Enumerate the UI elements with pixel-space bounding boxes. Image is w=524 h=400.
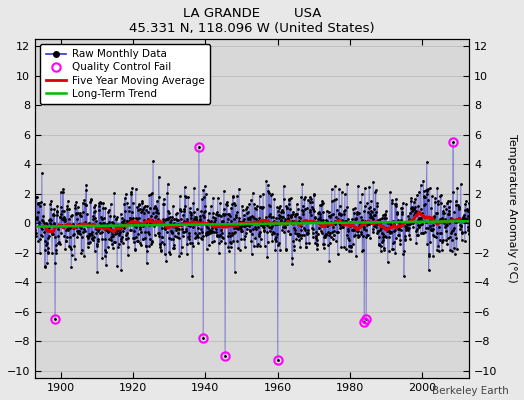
Y-axis label: Temperature Anomaly (°C): Temperature Anomaly (°C) (507, 134, 517, 283)
Legend: Raw Monthly Data, Quality Control Fail, Five Year Moving Average, Long-Term Tren: Raw Monthly Data, Quality Control Fail, … (40, 44, 210, 104)
Title: LA GRANDE        USA
45.331 N, 118.096 W (United States): LA GRANDE USA 45.331 N, 118.096 W (Unite… (129, 7, 375, 35)
Text: Berkeley Earth: Berkeley Earth (432, 386, 508, 396)
